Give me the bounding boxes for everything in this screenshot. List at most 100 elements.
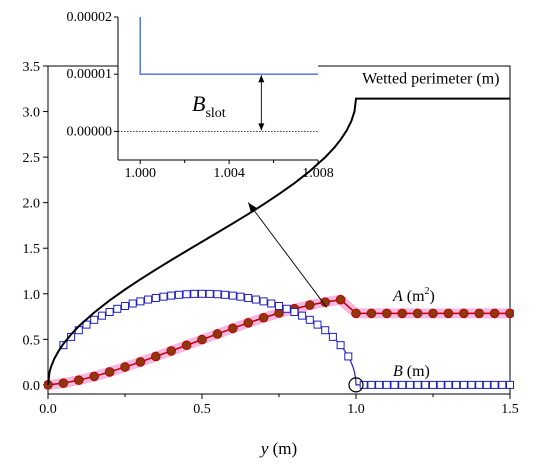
series-b-point (128, 299, 137, 308)
series-b-point (298, 311, 307, 320)
inset-dimension-arrow-bottom (258, 123, 265, 131)
pointer-arrow-head (248, 202, 257, 212)
x-tick-label: 1.5 (501, 402, 519, 417)
series-b-point (305, 315, 314, 324)
series-a-point (166, 346, 176, 356)
series-a-point (197, 334, 207, 345)
inset-x-tick-label: 1.004 (213, 166, 245, 181)
inset-label-b-slot: Bslot (192, 91, 226, 121)
series-b-point (421, 380, 430, 389)
series-b-point (475, 380, 484, 389)
series-b-point (236, 292, 245, 301)
series-b-point (174, 290, 183, 299)
series-a-point (320, 297, 331, 307)
series-b-point (390, 380, 399, 389)
series-b-point (467, 380, 476, 389)
series-b-point (313, 320, 322, 329)
series-b-point (336, 341, 345, 350)
inset-background (118, 17, 318, 160)
series-b-point (328, 332, 337, 341)
series-a-point (505, 308, 514, 319)
x-tick-label: 1.0 (347, 402, 365, 417)
series-a-point (228, 323, 238, 334)
series-a-point (151, 351, 161, 362)
series-b-point (97, 311, 106, 320)
y-tick-label: 0.5 (23, 333, 41, 348)
pointer-arrow-line (247, 202, 328, 308)
main-plot-area: 0.0 0.5 1.0 1.5 0.0 0.5 1.0 1.5 2.0 2.5 3.0 3.5 y (m… (23, 60, 519, 458)
x-axis-title: y (m) (259, 439, 297, 458)
series-b-point (498, 380, 507, 389)
label-wetted-perimeter: Wetted perimeter (m) (362, 70, 499, 87)
inset-series-b-line (139, 17, 318, 75)
series-a-point (382, 308, 392, 319)
series-b-point (375, 380, 384, 389)
series-b-point (436, 380, 445, 389)
series-a-point (258, 312, 269, 323)
series-b-point (213, 290, 222, 299)
series-a-point (104, 367, 115, 377)
series-a-point (443, 308, 454, 319)
inset-x-tick-label: 1.000 (124, 166, 156, 181)
series-b-point (105, 308, 114, 316)
label-area-a: A (m2) (392, 286, 435, 305)
series-a-point (74, 375, 84, 385)
inset-x-tick-label: 1.008 (302, 166, 334, 181)
series-b-point (228, 291, 237, 300)
series-group (44, 97, 514, 390)
series-a-point (181, 340, 192, 351)
series-b-point (321, 326, 330, 335)
series-b-point (259, 297, 268, 306)
highlight-circle (348, 377, 364, 393)
inset-y-tick-label: 0.00000 (67, 124, 113, 139)
series-a-point (243, 318, 253, 328)
y-tick-label: 1.0 (23, 288, 41, 303)
series-a-point (459, 308, 469, 319)
series-b-point (267, 299, 276, 308)
series-b-point (282, 304, 291, 313)
series-a-point (397, 308, 408, 319)
series-b-point (382, 380, 391, 389)
series-b-point (121, 301, 129, 310)
inset-plot-area: 1.000 1.004 1.008 0.00000 0.00001 0.00002 Bslo… (67, 10, 334, 181)
series-b-point (344, 352, 353, 361)
series-b-point (182, 290, 191, 299)
series-b-point (82, 320, 91, 329)
series-a-point (212, 329, 223, 339)
y-tick-label: 2.0 (23, 197, 41, 212)
series-b-point (444, 380, 453, 389)
y-tick-label: 2.5 (23, 151, 41, 166)
series-b-point (398, 380, 407, 389)
series-b-point (190, 289, 199, 298)
series-b-point (113, 304, 122, 313)
series-wetted-perimeter-line (47, 97, 510, 386)
y-tick-label: 3.5 (23, 60, 41, 75)
series-b-point (405, 380, 414, 389)
series-b-point (359, 380, 368, 389)
series-b-point (244, 293, 253, 302)
series-b-point (452, 380, 461, 389)
series-b-point (159, 292, 168, 301)
series-b-point (506, 380, 514, 389)
series-b-point (144, 295, 153, 304)
series-b-point (221, 290, 230, 299)
series-b-point (167, 291, 176, 300)
series-b-point (413, 380, 422, 389)
series-a-point (335, 294, 346, 305)
inset-y-tick-label: 0.00002 (67, 10, 113, 25)
series-b-point (198, 289, 206, 298)
series-b-point (290, 308, 299, 316)
series-b-point (490, 380, 499, 389)
series-b-point (205, 289, 214, 298)
series-a-point (351, 308, 361, 319)
series-a-point (366, 308, 377, 319)
series-a-point (412, 308, 423, 319)
series-a-point (135, 357, 146, 367)
series-b-point (151, 293, 160, 302)
series-a-point (120, 362, 130, 372)
series-b-point (459, 380, 468, 389)
x-tick-label: 0.5 (193, 402, 211, 417)
series-a-point (274, 308, 284, 318)
series-b-point (136, 297, 145, 306)
